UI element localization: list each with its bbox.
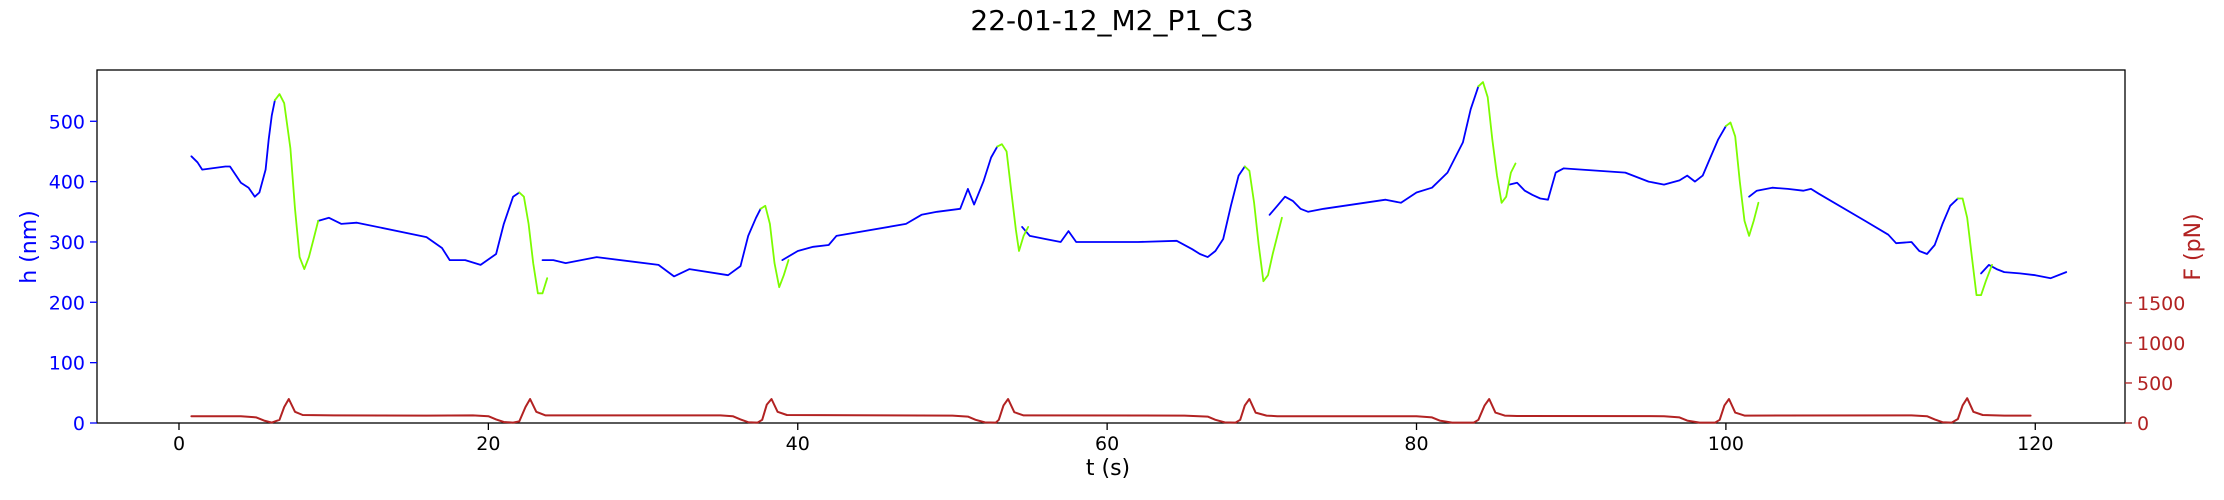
x-tick-label: 0	[173, 433, 185, 455]
x-tick-label: 40	[786, 433, 810, 455]
series-1-segment-1	[518, 191, 549, 295]
series-0-segment-0	[190, 99, 276, 198]
chart-title: 22-01-12_M2_P1_C3	[970, 4, 1253, 37]
x-tick-label: 100	[1708, 433, 1744, 455]
plot-area	[96, 69, 2126, 424]
y-axis-right: 0 500 1000 1500	[2125, 293, 2185, 435]
series-1-segment-0	[274, 93, 320, 270]
series-1-segment-6	[1725, 121, 1760, 237]
series-1-segment-7	[1957, 197, 1993, 296]
y-axis-right-title: F (pN)	[2181, 213, 2206, 280]
series-0-segment-7	[1748, 186, 1959, 255]
x-axis: 0 20 40 60 80 100 120	[173, 423, 2053, 455]
y-right-tick-label: 0	[2137, 413, 2149, 435]
x-tick-label: 80	[1404, 433, 1428, 455]
series-1-segment-3	[996, 143, 1030, 252]
y-axis-left-title: h (nm)	[17, 210, 42, 283]
y-left-tick-label: 0	[73, 413, 85, 435]
x-tick-label: 20	[476, 433, 500, 455]
series-0-segment-2	[541, 207, 762, 278]
series-0-segment-5	[1268, 85, 1480, 216]
y-left-tick-label: 400	[49, 172, 85, 194]
series-1-segment-2	[759, 204, 790, 289]
series-0-segment-3	[781, 145, 999, 261]
series-layer	[190, 81, 2068, 424]
y-right-tick-label: 1000	[2137, 333, 2185, 355]
plot-frame	[96, 69, 2126, 424]
y-left-tick-label: 300	[49, 232, 85, 254]
series-1-segment-5	[1477, 81, 1517, 204]
series-1-segment-4	[1243, 165, 1283, 283]
x-axis-title: t (s)	[1086, 456, 1130, 481]
series-0-segment-1	[317, 191, 521, 266]
y-right-tick-label: 500	[2137, 373, 2173, 395]
series-0-segment-6	[1508, 125, 1727, 201]
series-0-segment-8	[1980, 264, 2068, 280]
y-axis-left: 0 100 200 300 400 500	[49, 111, 97, 435]
y-right-tick-label: 1500	[2137, 293, 2185, 315]
x-tick-label: 120	[2017, 433, 2053, 455]
series-0-segment-4	[1021, 165, 1246, 258]
y-left-tick-label: 100	[49, 353, 85, 375]
series-2-segment-0	[190, 397, 2032, 424]
x-tick-label: 60	[1095, 433, 1119, 455]
y-left-tick-label: 200	[49, 292, 85, 314]
y-left-tick-label: 500	[49, 111, 85, 133]
